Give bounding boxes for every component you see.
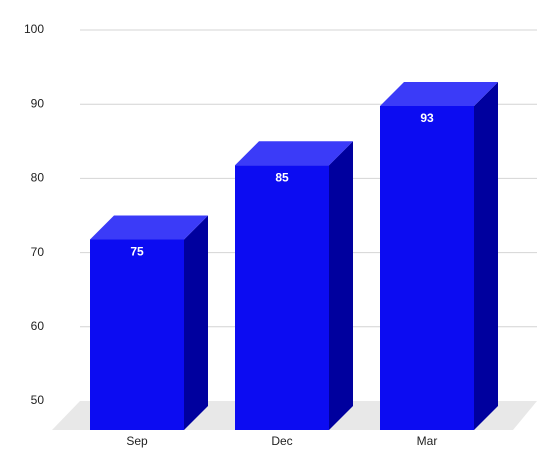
- value-label: 93: [420, 111, 434, 125]
- bar-top: [235, 141, 353, 166]
- x-tick-label: Dec: [271, 434, 292, 448]
- bar-side: [329, 141, 353, 431]
- bar: [235, 141, 353, 431]
- value-label: 75: [130, 245, 144, 259]
- y-tick-label: 90: [31, 96, 45, 110]
- x-tick-label: Sep: [126, 434, 148, 448]
- bar-top: [380, 81, 498, 106]
- bar: [380, 81, 498, 430]
- x-tick-label: Mar: [417, 434, 438, 448]
- bar-front: [90, 239, 184, 430]
- y-tick-label: 100: [24, 22, 44, 36]
- y-tick-label: 50: [31, 393, 45, 407]
- y-tick-label: 70: [31, 245, 45, 259]
- bar-top: [90, 215, 208, 240]
- bar-front: [380, 105, 474, 430]
- value-label: 85: [275, 170, 289, 184]
- y-tick-label: 60: [31, 319, 45, 333]
- bar-front: [235, 165, 329, 431]
- bar-side: [474, 81, 498, 430]
- y-tick-label: 80: [31, 171, 45, 185]
- bar: [90, 215, 208, 430]
- bar-side: [184, 215, 208, 430]
